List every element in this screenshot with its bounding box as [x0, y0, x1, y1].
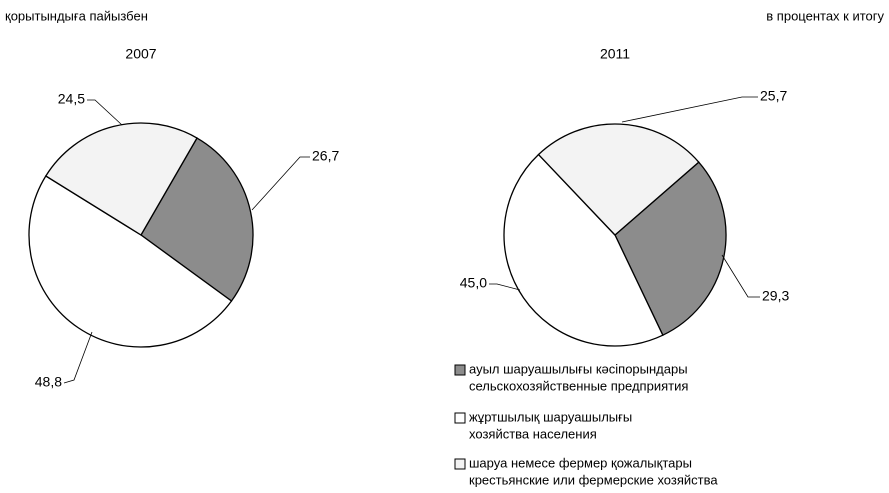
data-label: 26,7 [312, 148, 339, 164]
data-label: 48,8 [35, 374, 62, 390]
data-label: 24,5 [58, 91, 85, 107]
legend-label: хозяйства населения [469, 426, 597, 441]
legend-label: шаруа немесе фермер қожалықтары [469, 455, 692, 470]
legend-label: ауыл шаруашылығы кәсіпорындары [469, 361, 688, 376]
leader-line [251, 156, 310, 211]
legend-label: крестьянские или фермерские хозяйства [469, 472, 718, 487]
leader-line [489, 283, 521, 291]
leader-line [721, 254, 760, 298]
leader-line [63, 331, 93, 384]
pie-slice [28, 175, 233, 348]
pie-slice [44, 122, 198, 236]
pie-slice [537, 123, 700, 236]
legend-swatch [454, 412, 466, 424]
legend-label: жұртшылық шаруашылығы [469, 409, 632, 424]
leader-line [87, 99, 123, 126]
pie-slice [140, 137, 254, 302]
pie-slice [503, 153, 664, 347]
header-left: қорытындыға пайызбен [5, 8, 148, 23]
header-right: в процентах к итогу [766, 8, 884, 23]
chart-title: 2007 [125, 46, 156, 62]
legend-swatch [454, 364, 466, 376]
leader-line [621, 96, 758, 123]
legend-swatch [454, 458, 466, 470]
data-label: 45,0 [460, 275, 487, 291]
legend-label: сельскохозяйственные предприятия [469, 378, 688, 393]
chart-title: 2011 [600, 46, 630, 62]
data-label: 29,3 [762, 288, 789, 304]
data-label: 25,7 [760, 88, 787, 104]
